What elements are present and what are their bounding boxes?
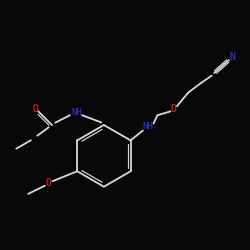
Text: O: O [171,104,177,114]
Text: O: O [46,178,52,188]
Text: O: O [33,104,39,114]
Text: NH: NH [71,108,82,116]
Text: NH: NH [142,122,153,131]
Text: N: N [230,52,236,62]
